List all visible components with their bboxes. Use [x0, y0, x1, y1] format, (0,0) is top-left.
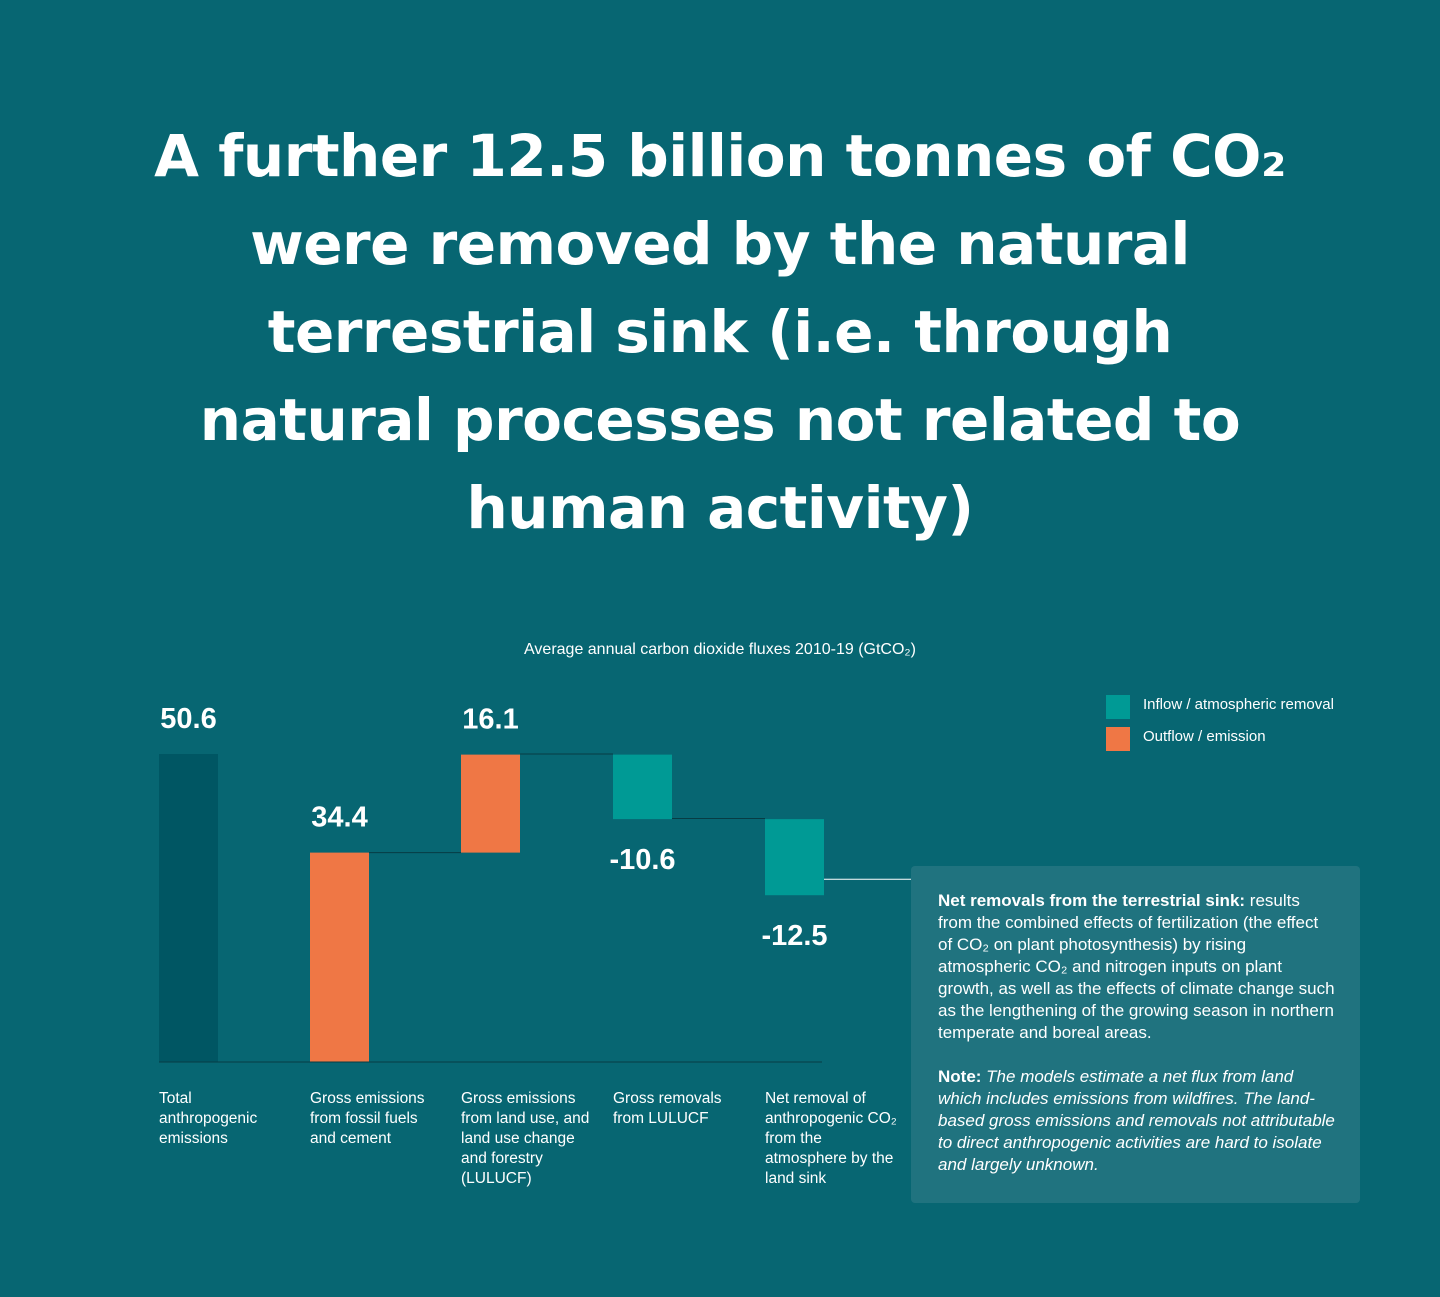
value-label-5: -12.5	[761, 920, 827, 952]
bar-2	[310, 852, 369, 1062]
category-label-lulucf-emissions: Gross emissions from land use, and land …	[461, 1090, 590, 1187]
bar-4	[613, 754, 672, 820]
bars	[159, 754, 824, 1062]
category-label-lulucf-removals: Gross removals from LULUCF	[613, 1090, 722, 1127]
value-labels: 50.6 34.4 16.1 -10.6 -12.5	[160, 703, 827, 952]
legend-item-inflow: Inflow / atmospheric removal	[1106, 695, 1334, 727]
value-label-3: 16.1	[462, 704, 518, 736]
note-label: Note:	[938, 1067, 982, 1086]
headline: A further 12.5 billion tonnes of CO₂ wer…	[154, 122, 1286, 542]
info-body: results from the combined effects of fer…	[938, 891, 1335, 1042]
info-paragraph: Net removals from the terrestrial sink: …	[938, 890, 1336, 1044]
bar-3	[461, 754, 520, 853]
category-label-land-sink: Net removal of anthropogenic CO₂ from th…	[765, 1090, 897, 1187]
legend: Inflow / atmospheric removal Outflow / e…	[1106, 695, 1334, 759]
legend-label-inflow: Inflow / atmospheric removal	[1143, 696, 1334, 713]
legend-label-outflow: Outflow / emission	[1143, 728, 1266, 745]
category-label-fossil: Gross emissions from fossil fuels and ce…	[310, 1090, 425, 1147]
note-paragraph: Note: The models estimate a net flux fro…	[938, 1066, 1336, 1176]
info-box: Net removals from the terrestrial sink: …	[911, 866, 1360, 1203]
note-text: The models estimate a net flux from land…	[938, 1067, 1335, 1174]
bar-1	[159, 754, 218, 1062]
value-label-2: 34.4	[311, 802, 367, 834]
category-label-total: Total anthropogenic emissions	[159, 1090, 258, 1147]
legend-swatch-outflow	[1106, 727, 1130, 751]
legend-swatch-inflow	[1106, 695, 1130, 719]
value-label-1: 50.6	[160, 703, 216, 735]
value-label-4: -10.6	[609, 844, 675, 876]
chart-title: Average annual carbon dioxide fluxes 201…	[524, 641, 916, 658]
connector-lines	[369, 753, 765, 854]
legend-item-outflow: Outflow / emission	[1106, 727, 1334, 759]
info-heading: Net removals from the terrestrial sink:	[938, 891, 1246, 910]
bar-5	[765, 819, 824, 896]
